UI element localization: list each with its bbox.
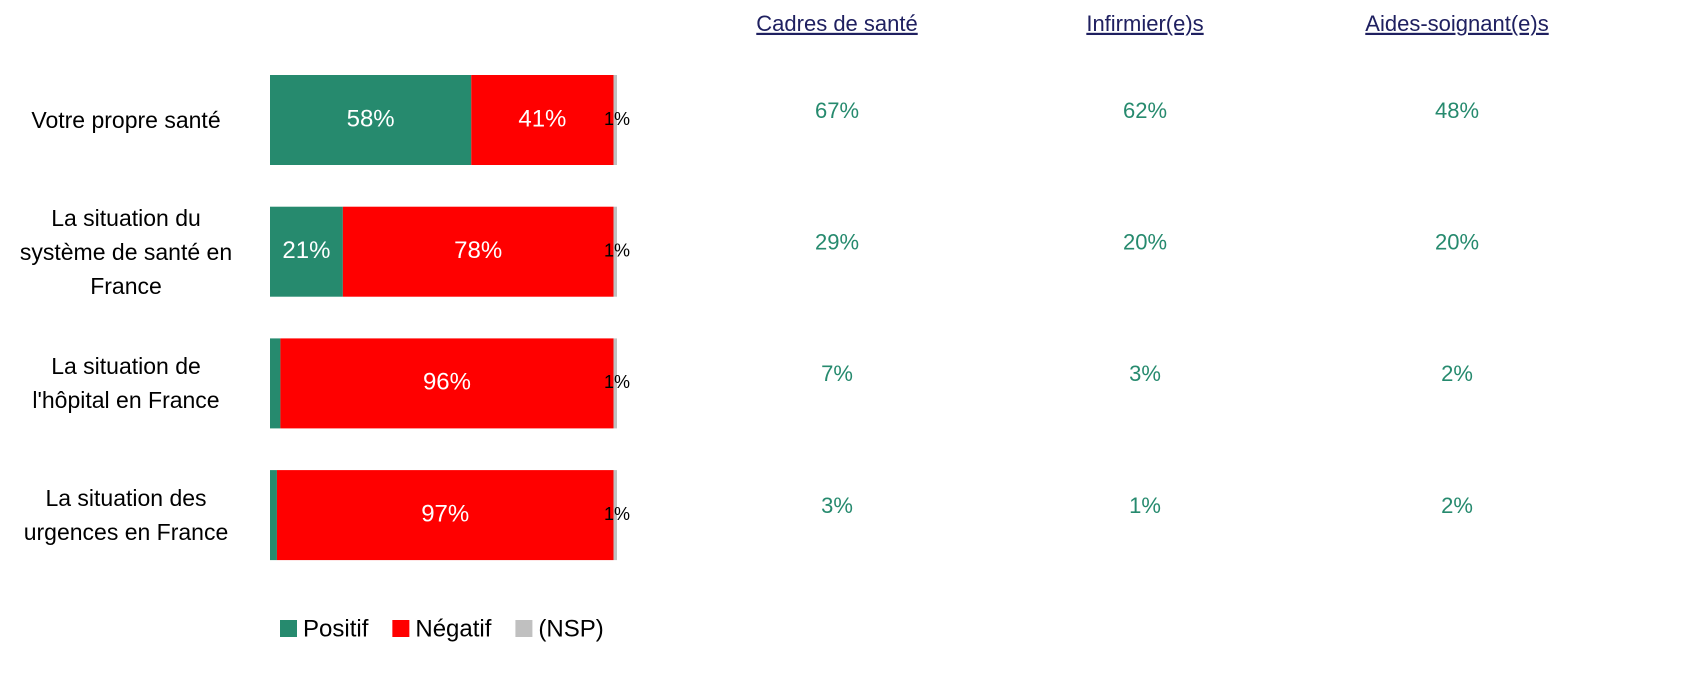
column-value: 7% [821, 361, 853, 386]
bar-segment [342, 206, 614, 297]
bar-segment [613, 75, 617, 165]
data-label: 97% [421, 500, 469, 527]
category-label: La situation des urgences en France [23, 485, 229, 546]
column-value: 3% [821, 493, 853, 518]
bar-segment [280, 338, 614, 429]
column-header: Aides-soignant(e)s [1365, 11, 1548, 36]
data-label: 1% [604, 372, 630, 392]
data-label: 1% [604, 504, 630, 524]
bar-segment [613, 338, 617, 429]
data-label: 96% [423, 369, 471, 396]
category-label: Votre propre santé [31, 107, 221, 133]
legend-label: (NSP) [538, 615, 603, 642]
column-value: 1% [1129, 493, 1161, 518]
column-value: 2% [1441, 361, 1473, 386]
bar-segment [270, 338, 281, 429]
legend-swatch [515, 620, 533, 637]
column-value: 48% [1435, 98, 1479, 123]
column-value: 20% [1435, 230, 1479, 255]
legend-swatch [392, 620, 410, 637]
bar-segment [471, 75, 614, 165]
column-value: 62% [1123, 98, 1167, 123]
column-value: 3% [1129, 361, 1161, 386]
data-label: 1% [604, 109, 630, 129]
column-value: 29% [815, 230, 859, 255]
column-value: 2% [1441, 493, 1473, 518]
column-value: 20% [1123, 230, 1167, 255]
column-header: Cadres de santé [756, 11, 917, 36]
bar-segment [270, 75, 472, 165]
column-value: 67% [815, 98, 859, 123]
bar-segment [276, 470, 614, 561]
data-label: 78% [454, 237, 502, 264]
bar-segment [613, 470, 617, 561]
bar-segment [270, 206, 343, 297]
column-header: Infirmier(e)s [1086, 11, 1203, 36]
data-label: 21% [282, 237, 330, 264]
data-label: 41% [518, 105, 566, 132]
category-label: La situation du système de santé en Fran… [19, 204, 233, 299]
legend-label: Négatif [415, 615, 491, 642]
data-label: 58% [347, 105, 395, 132]
bar-segment [613, 206, 617, 297]
bar-segment [270, 470, 277, 561]
legend-label: Positif [303, 615, 369, 642]
legend-swatch [280, 620, 297, 637]
data-label: 1% [604, 240, 630, 260]
category-label: La situation de l'hôpital en France [32, 353, 220, 414]
